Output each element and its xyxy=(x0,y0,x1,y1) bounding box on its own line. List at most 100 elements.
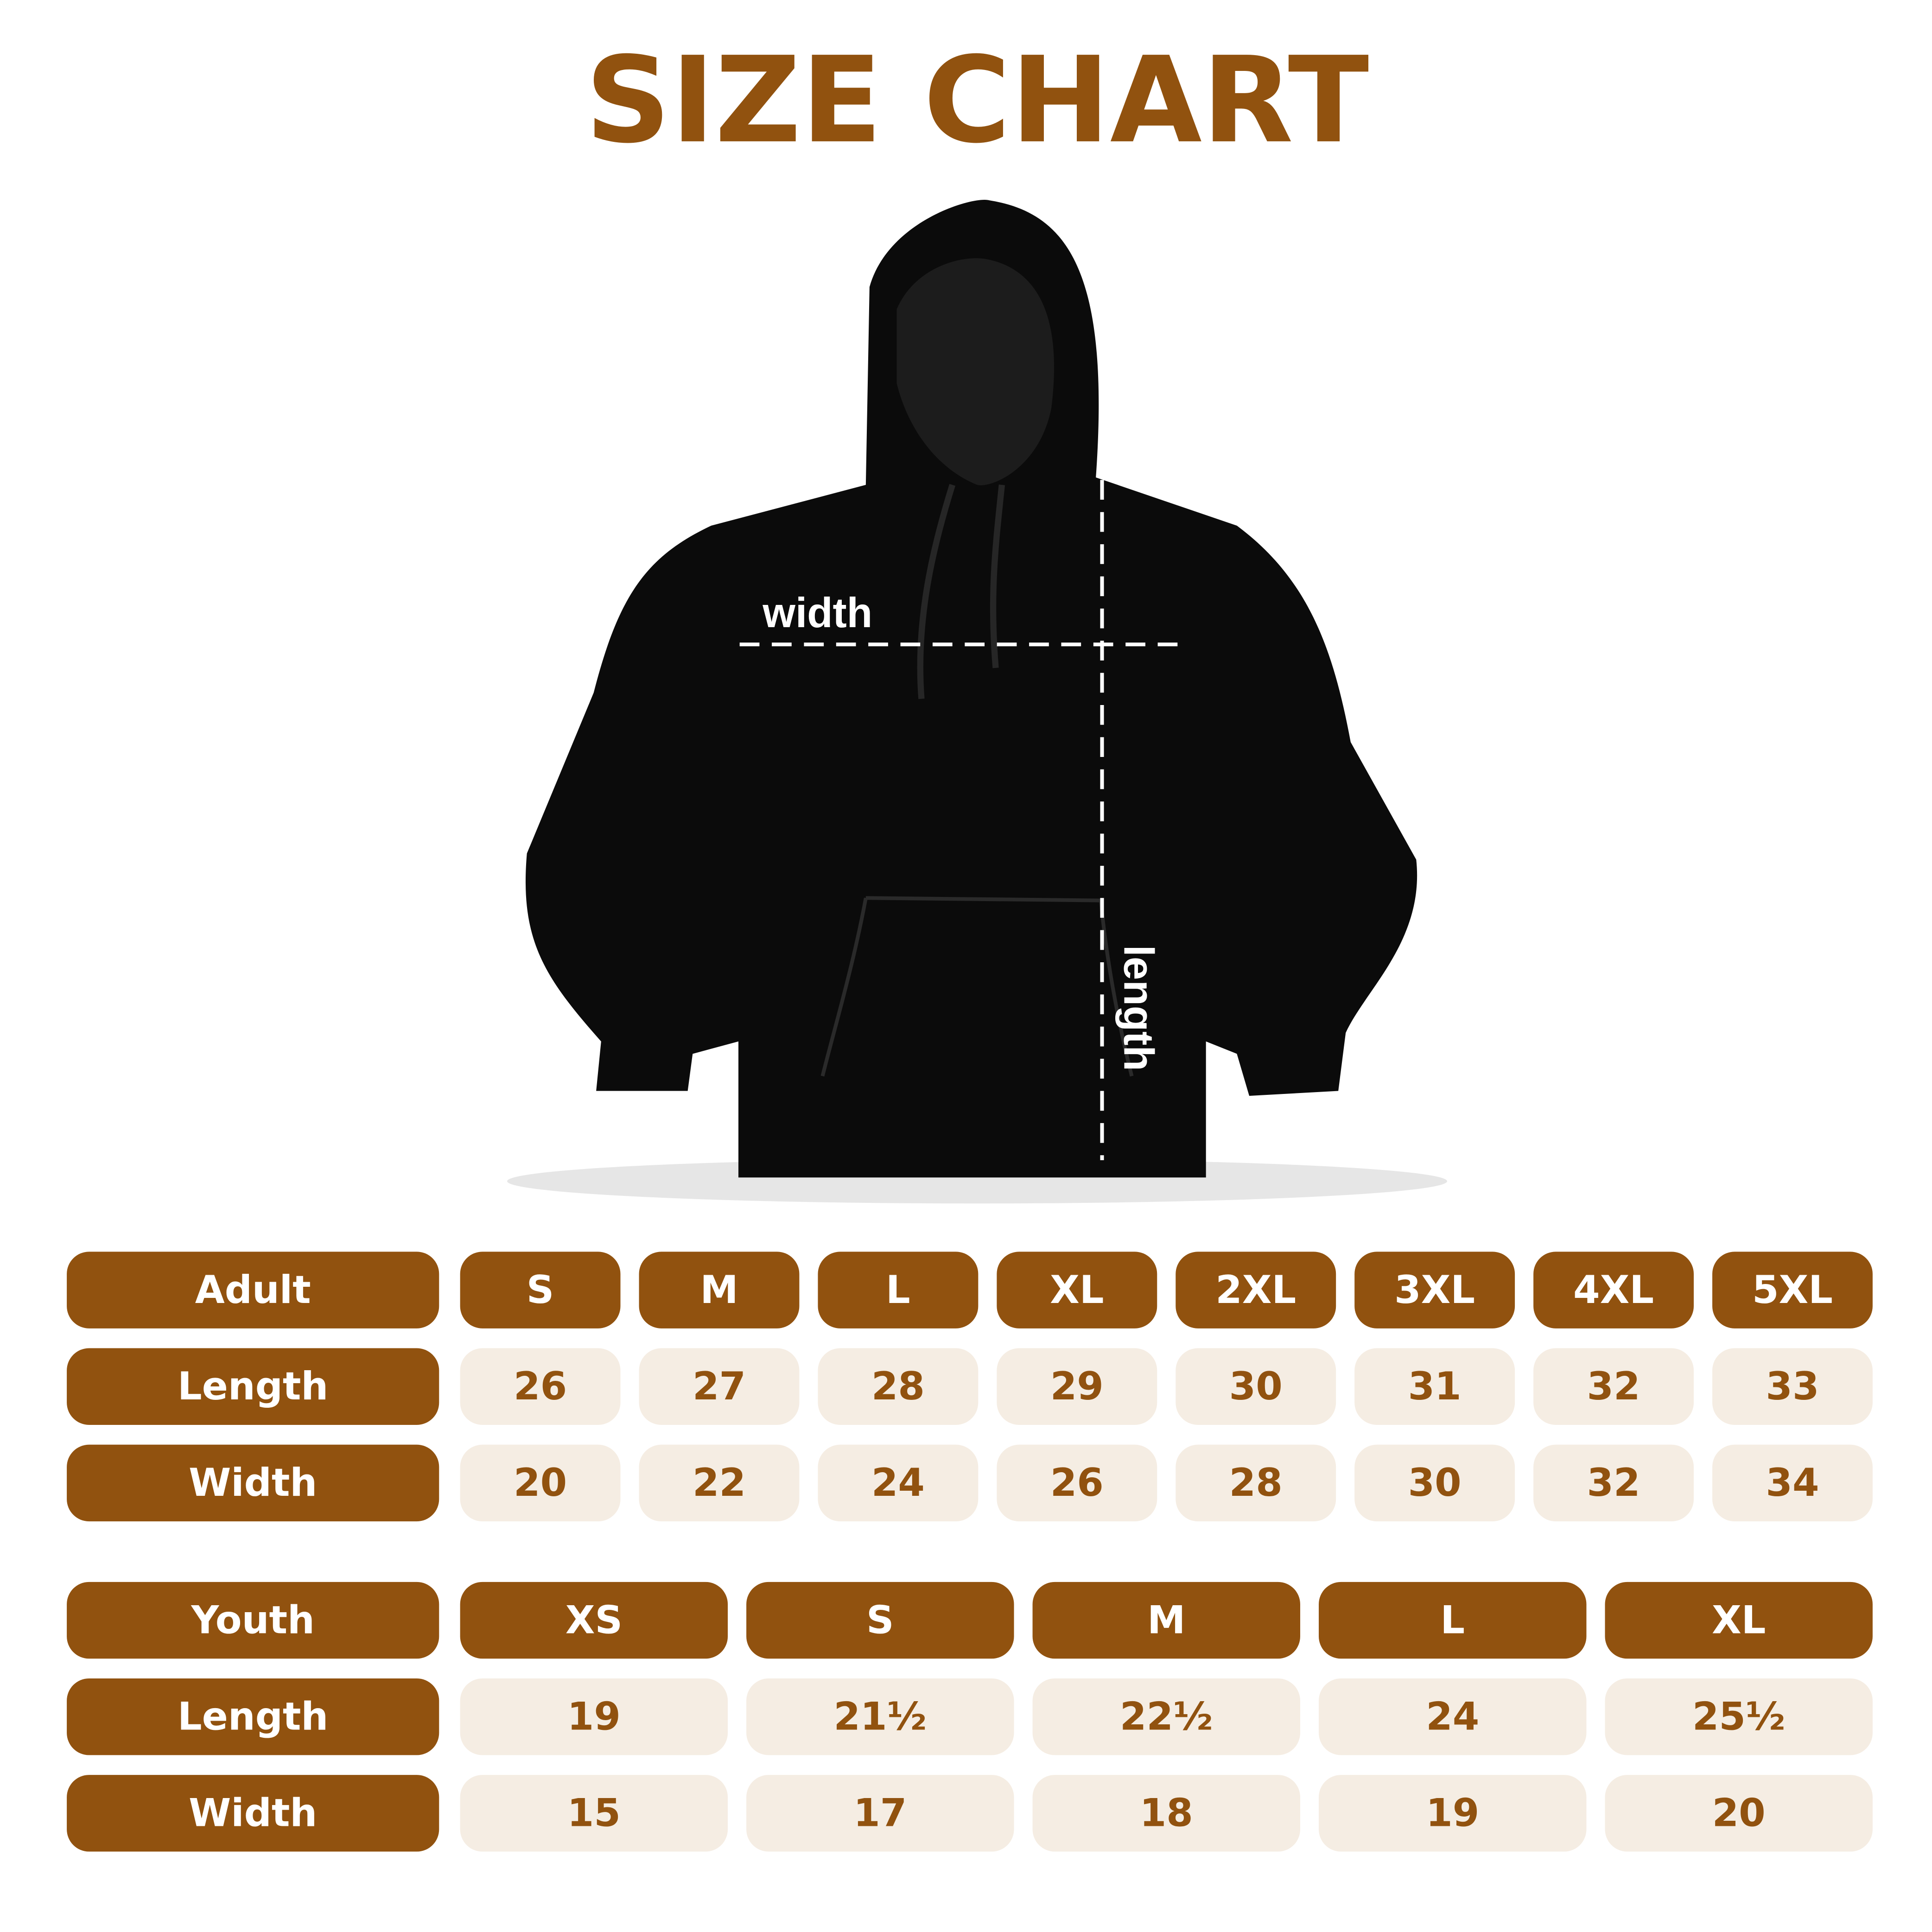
size-header: XL xyxy=(1050,1267,1104,1312)
value-cell xyxy=(460,1444,621,1522)
drawstrings xyxy=(917,484,1005,699)
value-cell xyxy=(460,1348,621,1425)
size-header-pill xyxy=(1354,1252,1515,1328)
value-cell xyxy=(460,1678,728,1755)
value-text: 24 xyxy=(871,1460,925,1505)
value-cell xyxy=(818,1348,979,1425)
size-header-pill xyxy=(1605,1582,1873,1659)
value-text: 26 xyxy=(1050,1460,1104,1505)
value-text: 24 xyxy=(1426,1694,1479,1739)
value-text: 22½ xyxy=(1120,1694,1213,1739)
value-text: 22 xyxy=(693,1460,746,1505)
value-cell xyxy=(1533,1348,1694,1425)
value-text: 29 xyxy=(1050,1364,1104,1409)
value-text: 19 xyxy=(1426,1791,1479,1836)
size-header-pill xyxy=(460,1252,621,1328)
size-header: L xyxy=(886,1267,910,1312)
value-cell xyxy=(1176,1444,1336,1522)
value-cell xyxy=(1319,1775,1587,1852)
row-label-pill xyxy=(67,1444,439,1522)
value-cell xyxy=(639,1348,800,1425)
size-header: XS xyxy=(566,1597,623,1642)
value-text: 33 xyxy=(1766,1364,1819,1409)
size-header-pill xyxy=(1032,1582,1300,1659)
size-header-pill xyxy=(1533,1252,1694,1328)
value-cell xyxy=(460,1775,728,1852)
size-header-pill xyxy=(997,1252,1157,1328)
value-text: 18 xyxy=(1140,1791,1193,1836)
length-label: length xyxy=(1115,945,1162,1071)
value-text: 20 xyxy=(1712,1791,1766,1836)
size-header: 3XL xyxy=(1394,1267,1475,1312)
width-label: width xyxy=(762,590,872,636)
size-header-pill xyxy=(639,1252,800,1328)
hoodie-illustration: width length xyxy=(507,199,1447,1204)
size-tables: Adult S M L XL 2XL 3XL 4XL 5XL Length 26 27 28 29 30 31… xyxy=(67,1252,1873,1852)
size-header: M xyxy=(700,1267,738,1312)
value-cell xyxy=(1032,1678,1300,1755)
value-text: 32 xyxy=(1587,1460,1640,1505)
value-cell xyxy=(746,1775,1014,1852)
value-cell xyxy=(639,1444,800,1522)
row-label: Width xyxy=(189,1791,317,1836)
value-text: 28 xyxy=(871,1364,925,1409)
size-header-pill xyxy=(460,1582,728,1659)
size-header: XL xyxy=(1712,1597,1766,1642)
row-label: Youth xyxy=(191,1597,314,1642)
value-cell xyxy=(1319,1678,1587,1755)
value-cell xyxy=(1712,1348,1873,1425)
value-cell xyxy=(997,1348,1157,1425)
hood-opening xyxy=(896,258,1055,485)
value-cell xyxy=(1032,1775,1300,1852)
size-header: L xyxy=(1440,1597,1465,1642)
value-cell xyxy=(1354,1348,1515,1425)
size-header-pill xyxy=(818,1252,979,1328)
size-header: S xyxy=(866,1597,894,1642)
value-cell xyxy=(1176,1348,1336,1425)
value-text: 31 xyxy=(1408,1364,1462,1409)
value-cell xyxy=(1354,1444,1515,1522)
value-text: 28 xyxy=(1229,1460,1283,1505)
size-header-pill xyxy=(1712,1252,1873,1328)
value-cell xyxy=(997,1444,1157,1522)
title: SIZE CHART xyxy=(585,32,1370,170)
row-label: Adult xyxy=(195,1267,311,1312)
value-text: 30 xyxy=(1229,1364,1283,1409)
size-header: S xyxy=(527,1267,554,1312)
size-header-pill xyxy=(1319,1582,1587,1659)
value-cell xyxy=(1533,1444,1694,1522)
value-text: 30 xyxy=(1408,1460,1462,1505)
value-cell xyxy=(1605,1775,1873,1852)
size-header: 4XL xyxy=(1573,1267,1654,1312)
value-text: 17 xyxy=(853,1791,907,1836)
size-header: M xyxy=(1147,1597,1185,1642)
value-text: 19 xyxy=(567,1694,621,1739)
value-cell xyxy=(1605,1678,1873,1755)
value-text: 20 xyxy=(514,1460,567,1505)
value-text: 25½ xyxy=(1692,1694,1786,1739)
row-label-pill xyxy=(67,1582,439,1659)
value-cell xyxy=(818,1444,979,1522)
row-label-pill xyxy=(67,1678,439,1755)
row-label: Width xyxy=(189,1460,317,1505)
row-label: Length xyxy=(178,1694,328,1739)
value-text: 27 xyxy=(693,1364,746,1409)
row-label-pill xyxy=(67,1252,439,1328)
value-text: 15 xyxy=(567,1791,621,1836)
hoodie-body xyxy=(525,199,1417,1178)
value-text: 26 xyxy=(514,1364,567,1409)
size-header: 5XL xyxy=(1752,1267,1833,1312)
row-label-pill xyxy=(67,1348,439,1425)
value-text: 32 xyxy=(1587,1364,1640,1409)
value-cell xyxy=(746,1678,1014,1755)
size-header: 2XL xyxy=(1215,1267,1296,1312)
value-cell xyxy=(1712,1444,1873,1522)
row-label: Length xyxy=(178,1364,328,1409)
value-text: 34 xyxy=(1766,1460,1819,1505)
pocket xyxy=(820,896,1134,1077)
row-label-pill xyxy=(67,1775,439,1852)
value-text: 21½ xyxy=(833,1694,927,1739)
size-header-pill xyxy=(1176,1252,1336,1328)
